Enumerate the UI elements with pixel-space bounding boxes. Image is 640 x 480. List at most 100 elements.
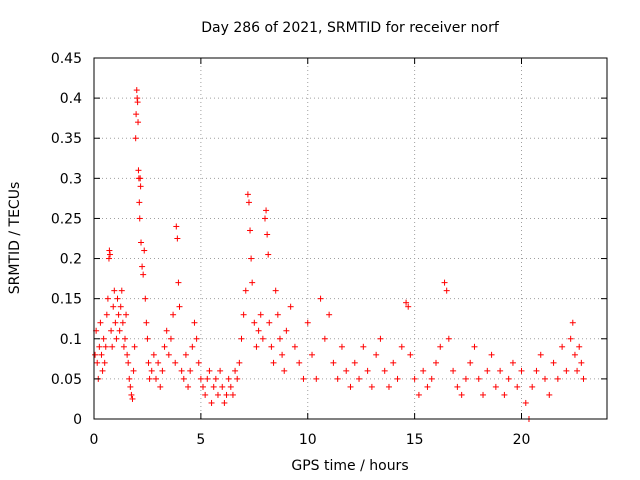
grid-lines xyxy=(94,58,607,419)
data-point xyxy=(150,351,157,358)
data-point xyxy=(130,367,137,374)
data-point xyxy=(140,271,147,278)
data-point xyxy=(266,319,273,326)
data-point xyxy=(257,311,264,318)
data-point xyxy=(458,391,465,398)
data-point xyxy=(107,251,114,258)
x-tick-label: 0 xyxy=(90,432,99,448)
data-point xyxy=(480,391,487,398)
y-tick-label: 0.05 xyxy=(51,372,82,388)
data-point xyxy=(227,383,234,390)
data-point xyxy=(522,399,529,406)
data-point xyxy=(191,319,198,326)
y-axis-ticks: 0 0.05 0.1 0.15 0.2 0.25 0.3 0.35 0.4 0.45 xyxy=(51,51,607,428)
data-point xyxy=(208,399,215,406)
data-point xyxy=(462,375,469,382)
x-tick-label: 5 xyxy=(196,432,205,448)
data-point xyxy=(120,343,127,350)
data-point xyxy=(251,319,258,326)
data-point xyxy=(326,311,333,318)
data-point xyxy=(116,327,123,334)
data-point xyxy=(141,247,148,254)
data-point xyxy=(268,343,275,350)
data-point xyxy=(276,335,283,342)
data-point xyxy=(167,335,174,342)
data-point xyxy=(157,383,164,390)
data-point xyxy=(101,359,108,366)
data-point xyxy=(185,383,192,390)
y-tick-label: 0.4 xyxy=(60,91,82,107)
data-point xyxy=(263,207,270,214)
data-point xyxy=(214,391,221,398)
data-point xyxy=(189,343,196,350)
data-point xyxy=(127,383,134,390)
data-point xyxy=(109,343,116,350)
data-point xyxy=(163,327,170,334)
data-point xyxy=(204,375,211,382)
data-point xyxy=(155,359,162,366)
data-point xyxy=(182,351,189,358)
data-point xyxy=(195,359,202,366)
data-point xyxy=(373,351,380,358)
data-point xyxy=(360,343,367,350)
data-point xyxy=(110,303,117,310)
x-axis-ticks: 0 5 10 15 20 xyxy=(90,58,530,448)
data-point xyxy=(317,295,324,302)
data-point xyxy=(229,391,236,398)
data-point xyxy=(135,119,142,126)
data-point xyxy=(578,359,585,366)
y-tick-label: 0.15 xyxy=(51,292,82,308)
data-point xyxy=(206,367,213,374)
data-point xyxy=(381,367,388,374)
data-point xyxy=(405,303,412,310)
data-point xyxy=(334,375,341,382)
data-point xyxy=(403,299,410,306)
data-point xyxy=(559,343,566,350)
data-point xyxy=(161,343,168,350)
data-point xyxy=(126,375,133,382)
data-point xyxy=(309,351,316,358)
data-point xyxy=(217,367,224,374)
data-point xyxy=(321,335,328,342)
data-point xyxy=(238,335,245,342)
data-point xyxy=(170,311,177,318)
data-point xyxy=(165,351,172,358)
data-point xyxy=(550,359,557,366)
data-point xyxy=(259,335,266,342)
data-point xyxy=(173,223,180,230)
data-point xyxy=(138,239,145,246)
data-point xyxy=(313,375,320,382)
data-point xyxy=(245,199,252,206)
data-point xyxy=(576,343,583,350)
data-point xyxy=(221,399,228,406)
data-point xyxy=(105,255,112,262)
data-point xyxy=(505,375,512,382)
data-point xyxy=(145,359,152,366)
data-point xyxy=(128,391,135,398)
data-point xyxy=(92,351,99,358)
data-point xyxy=(433,359,439,366)
data-point xyxy=(142,295,149,302)
y-tick-label: 0 xyxy=(73,412,82,428)
data-point xyxy=(148,367,155,374)
data-point xyxy=(139,263,146,270)
data-point xyxy=(571,351,578,358)
data-point xyxy=(172,359,179,366)
data-point xyxy=(121,335,128,342)
data-point xyxy=(143,319,150,326)
data-point xyxy=(223,391,230,398)
data-point xyxy=(501,391,508,398)
data-point xyxy=(567,335,574,342)
data-point xyxy=(248,255,255,262)
data-point xyxy=(175,279,182,286)
data-point xyxy=(135,167,142,174)
data-point xyxy=(488,351,495,358)
data-points xyxy=(92,87,587,422)
data-point xyxy=(212,375,219,382)
data-point xyxy=(420,367,427,374)
data-point xyxy=(518,367,525,374)
y-tick-label: 0.25 xyxy=(51,211,82,227)
data-point xyxy=(428,375,435,382)
data-point xyxy=(368,383,375,390)
data-point xyxy=(471,343,478,350)
